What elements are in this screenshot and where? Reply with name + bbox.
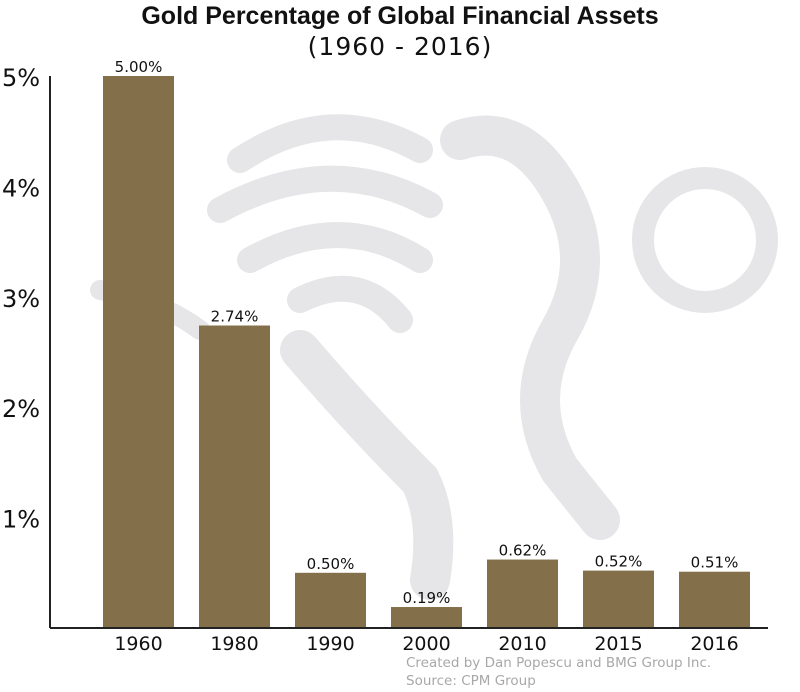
- data-label-2016: 0.51%: [691, 554, 739, 572]
- x-tick-label-2010: 2010: [498, 633, 546, 655]
- x-tick-label-1960: 1960: [114, 633, 162, 655]
- bar-1960: [103, 76, 174, 628]
- x-tick-label-2016: 2016: [690, 633, 738, 655]
- credit-text: Created by Dan Popescu and BMG Group Inc…: [406, 655, 712, 671]
- y-tick-label-4: 4%: [2, 174, 40, 202]
- data-label-2010: 0.62%: [499, 542, 547, 560]
- chart-title: Gold Percentage of Global Financial Asse…: [141, 2, 659, 30]
- source-text: Source: CPM Group: [406, 673, 536, 689]
- data-label-1990: 0.50%: [307, 555, 355, 573]
- x-tick-label-2000: 2000: [402, 633, 450, 655]
- x-tick-label-2015: 2015: [594, 633, 642, 655]
- bar-1990: [295, 572, 366, 628]
- bar-1980: [199, 325, 270, 628]
- y-tick-label-1: 1%: [2, 506, 40, 534]
- data-label-1980: 2.74%: [211, 308, 259, 326]
- y-tick-label-2: 2%: [2, 395, 40, 423]
- bar-2010: [487, 559, 558, 628]
- x-tick-label-1990: 1990: [306, 633, 354, 655]
- y-tick-label-5: 5%: [2, 64, 40, 92]
- bar-2016: [679, 571, 750, 628]
- y-tick-label-3: 3%: [2, 285, 40, 313]
- data-label-2015: 0.52%: [595, 553, 643, 571]
- data-label-1960: 5.00%: [115, 58, 163, 76]
- chart-subtitle: (1960 - 2016): [307, 32, 493, 61]
- data-label-2000: 0.19%: [403, 589, 451, 607]
- bar-2015: [583, 570, 654, 628]
- x-tick-label-1980: 1980: [210, 633, 258, 655]
- bar-2000: [391, 607, 462, 628]
